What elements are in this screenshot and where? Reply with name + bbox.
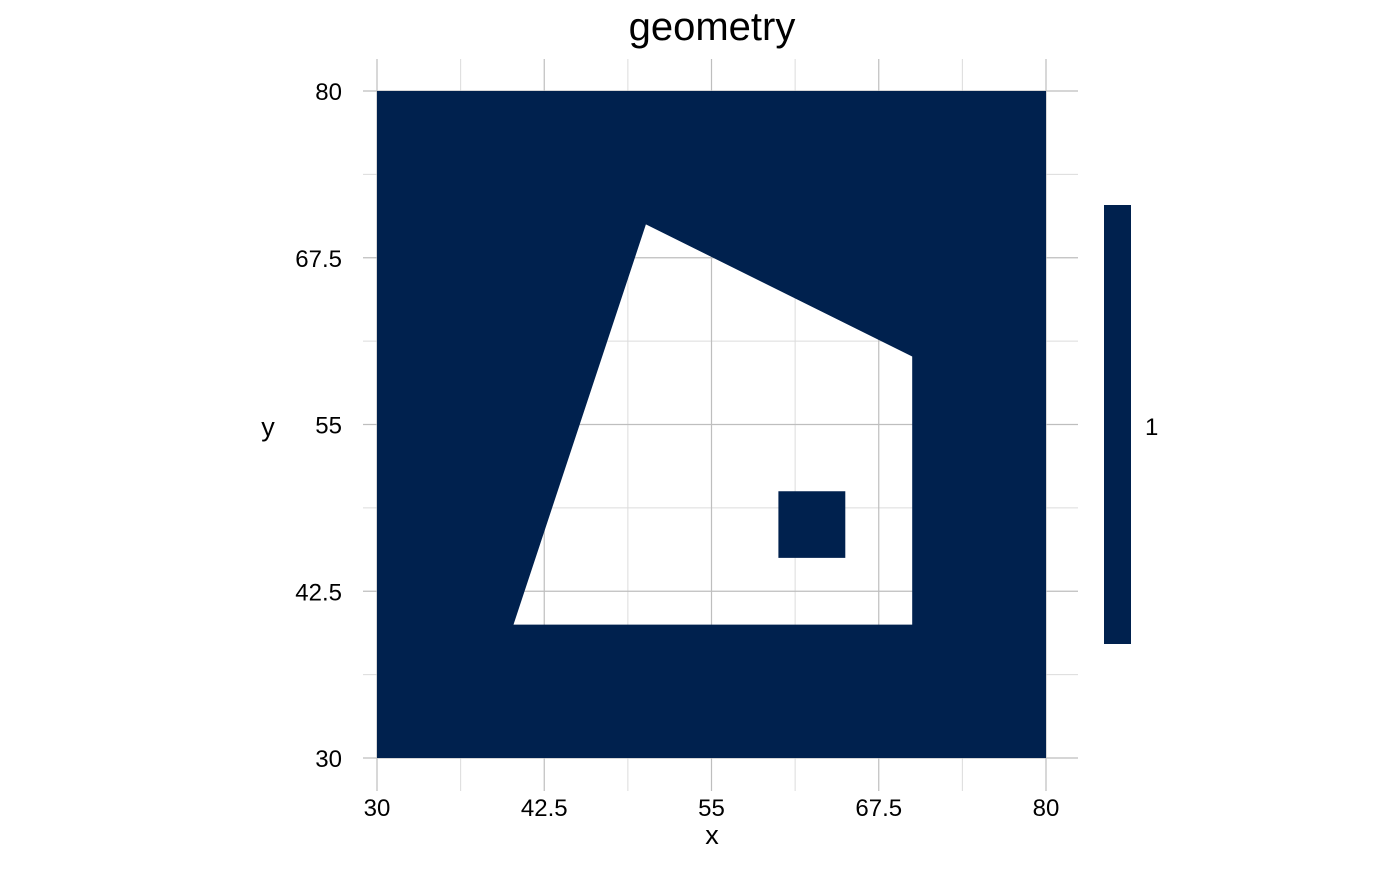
x-tick-label: 55 [698, 795, 725, 822]
y-axis-label: y [261, 412, 275, 442]
x-tick-label: 80 [1033, 795, 1060, 822]
data-layer [377, 91, 1046, 758]
x-tick-label: 67.5 [855, 795, 902, 822]
x-tick-label: 30 [364, 795, 391, 822]
x-axis-label: x [705, 820, 719, 850]
legend-colorbar [1104, 205, 1131, 644]
y-tick-label: 55 [315, 413, 342, 440]
y-tick-label: 80 [315, 79, 342, 106]
polygon-feature [377, 91, 1046, 758]
y-tick-label: 42.5 [295, 579, 342, 606]
legend: 1 [1104, 205, 1158, 644]
axis-layer: 30 42.5 55 67.5 80 30 42.5 55 67.5 80 [295, 79, 1059, 822]
y-tick-label: 30 [315, 746, 342, 773]
polygon-island [778, 491, 846, 558]
chart-title: geometry [629, 5, 796, 49]
legend-label: 1 [1145, 414, 1158, 441]
y-tick-label: 67.5 [295, 246, 342, 273]
x-tick-label: 42.5 [521, 795, 568, 822]
